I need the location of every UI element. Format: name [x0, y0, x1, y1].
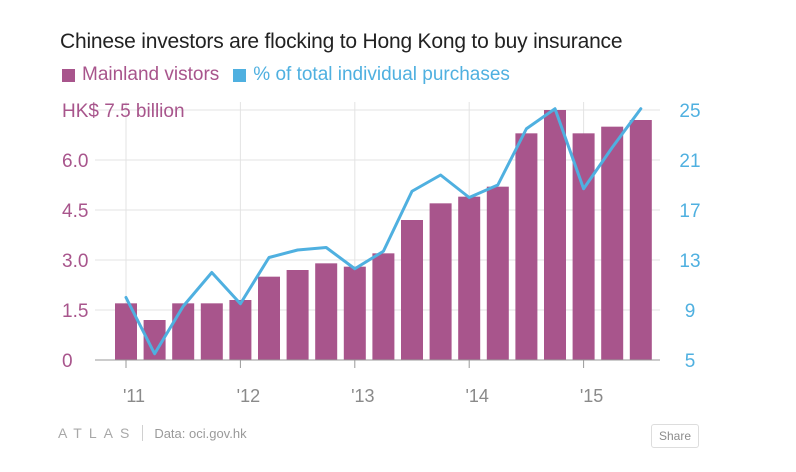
right-axis-tick-label: 21	[679, 151, 700, 172]
chart-plot: '11 '12 '13 '14 '15 0 1.5 3.0 4.5 6.0 HK$ 7.5 bill…	[62, 101, 701, 406]
left-axis-tick-label: HK$ 7.5 billion	[62, 101, 185, 122]
legend: Mainland vistors % of total individual p…	[62, 64, 524, 86]
bar-2013Q3	[401, 220, 423, 360]
bar-2013Q2	[372, 253, 395, 360]
x-tick-label: '12	[237, 386, 260, 406]
x-tick-label: '13	[351, 386, 374, 406]
share-button[interactable]: Share	[651, 424, 699, 448]
x-tick-label: '14	[465, 386, 488, 406]
legend-item-percent-purchases: % of total individual purchases	[233, 64, 510, 86]
bar-2011Q4	[200, 303, 223, 360]
bar-2015Q3	[629, 120, 652, 360]
atlas-logo: ATLAS	[58, 425, 137, 441]
legend-label-percent-purchases: % of total individual purchases	[253, 64, 510, 85]
right-axis-tick-label: 5	[685, 351, 696, 372]
bar-2011Q1	[115, 303, 137, 360]
footer: ATLAS Data: oci.gov.hk	[58, 425, 247, 441]
right-axis-tick-label: 25	[679, 101, 700, 122]
left-axis-tick-label: 3.0	[62, 251, 88, 272]
bar-2014Q4	[544, 110, 566, 360]
footer-divider	[142, 425, 144, 441]
data-source: Data: oci.gov.hk	[154, 425, 247, 441]
legend-swatch-mainland-visitors	[62, 68, 75, 82]
right-axis-tick-label: 9	[685, 301, 696, 322]
legend-swatch-percent-purchases	[233, 68, 247, 82]
x-tick-label: '11	[123, 386, 145, 406]
bar-2012Q4	[315, 263, 338, 360]
bar-2013Q4	[429, 203, 452, 360]
left-axis-tick-label: 6.0	[62, 151, 88, 172]
bar-2011Q2	[143, 320, 166, 360]
bar-2011Q3	[172, 303, 195, 360]
right-axis-tick-label: 17	[679, 201, 700, 222]
left-axis-tick-label: 0	[62, 351, 73, 372]
bar-2015Q2	[601, 126, 624, 361]
chart-title: Chinese investors are flocking to Hong K…	[60, 30, 623, 53]
bar-2014Q2	[486, 186, 509, 360]
bar-2012Q1	[229, 300, 252, 360]
legend-item-mainland-visitors: Mainland vistors	[62, 64, 219, 86]
right-axis-tick-label: 13	[679, 251, 700, 272]
bar-2012Q2	[258, 276, 280, 360]
legend-label-mainland-visitors: Mainland vistors	[82, 64, 220, 85]
left-axis-tick-label: 4.5	[62, 201, 88, 222]
bar-2015Q1	[572, 133, 595, 360]
bar-2013Q1	[343, 266, 366, 360]
x-tick-label: '15	[580, 386, 603, 406]
bar-2014Q1	[458, 196, 481, 360]
bar-2014Q3	[515, 133, 538, 360]
bar-2012Q3	[286, 270, 309, 360]
left-axis-tick-label: 1.5	[62, 301, 88, 322]
